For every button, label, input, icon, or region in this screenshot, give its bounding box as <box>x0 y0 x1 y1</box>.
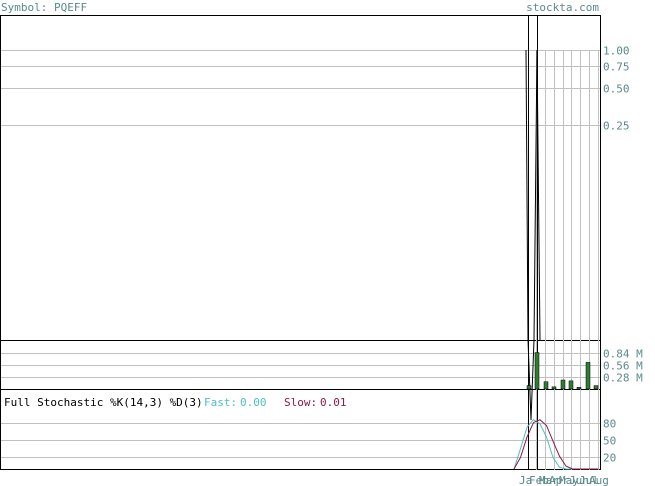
price-panel-frame <box>0 15 601 341</box>
x-tick-label: Jun <box>569 474 589 486</box>
price-tick-label: 0.75 <box>603 61 630 74</box>
volume-bar <box>534 352 540 390</box>
x-tick-label: Jul <box>579 474 599 486</box>
volume-bar <box>560 379 566 390</box>
volume-bar <box>568 380 574 390</box>
slow-label: Slow: <box>284 396 317 409</box>
price-line <box>525 49 541 421</box>
volume-bar <box>551 386 557 390</box>
stochastic-layer <box>513 419 599 470</box>
volume-bar <box>593 385 599 390</box>
x-tick-label: Feb <box>529 474 549 486</box>
volume-layer <box>526 352 599 390</box>
site-label: stockta.com <box>526 1 599 14</box>
stochastic-tick-label: 80 <box>603 418 616 431</box>
stochastic-tick-label: 20 <box>603 452 616 465</box>
volume-tick-label: 0.56 M <box>603 360 643 373</box>
x-tick-label: Apr <box>549 474 569 486</box>
symbol-label: Symbol: PQEFF <box>1 1 87 14</box>
volume-bar <box>576 387 582 390</box>
slow-value: 0.01 <box>320 396 347 409</box>
fast-label: Fast: <box>204 396 237 409</box>
volume-bar <box>526 385 532 390</box>
stochastic-title: Full Stochastic %K(14,3) %D(3) <box>4 396 203 409</box>
volume-bar <box>543 381 549 390</box>
vertical-grid-layer <box>536 50 599 470</box>
stochastic-panel-frame <box>0 389 601 470</box>
stochastic-tick-label: 50 <box>603 435 616 448</box>
price-tick-label: 1.00 <box>603 45 630 58</box>
x-tick-label: Mar <box>539 474 559 486</box>
x-tick-label: Aug <box>589 474 609 486</box>
fast-line <box>513 419 599 470</box>
price-tick-label: 0.50 <box>603 83 630 96</box>
slow-line <box>513 419 599 470</box>
volume-tick-label: 0.84 M <box>603 348 643 361</box>
x-tick-label: Ja <box>519 474 532 486</box>
tick-label-layer: 1.00 0.75 0.50 0.25 0.84 M0.56 M0.28 M 80 50 20 <box>603 45 643 465</box>
grid-layer <box>1 50 600 458</box>
x-tick-label: May <box>559 474 579 486</box>
price-tick-label: 0.25 <box>603 120 630 133</box>
volume-bar <box>585 362 591 390</box>
price-layer <box>525 16 541 470</box>
volume-tick-label: 0.28 M <box>603 372 643 385</box>
fast-value: 0.00 <box>240 396 267 409</box>
